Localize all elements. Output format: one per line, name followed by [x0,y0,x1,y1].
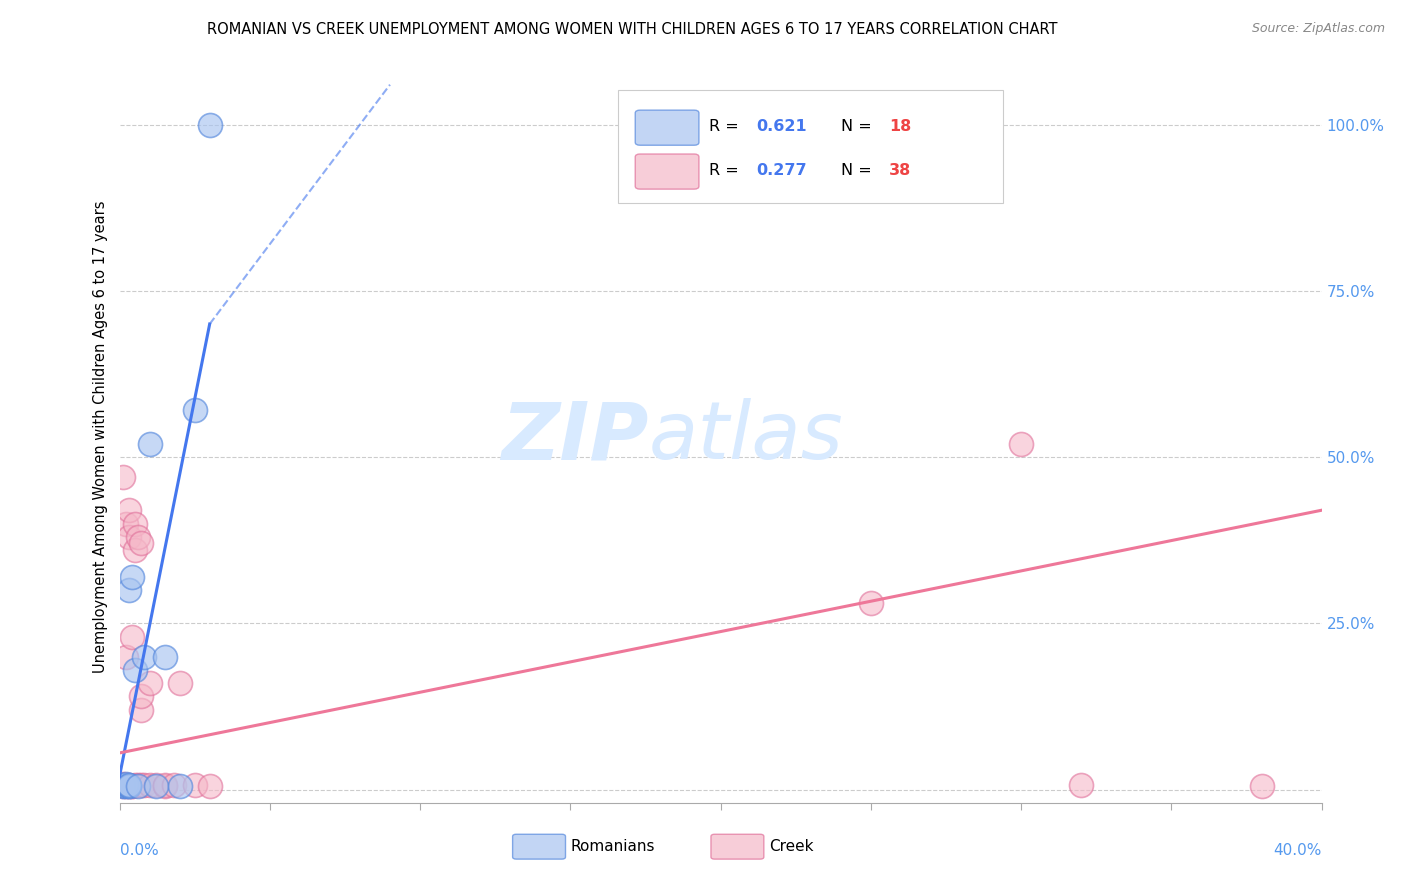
Point [145,779,167,793]
Point [121,779,143,793]
Point [132,778,155,792]
FancyBboxPatch shape [619,90,1002,203]
Point [117,778,139,792]
Point [124,663,146,677]
Point [1010,436,1032,450]
Point [153,649,176,664]
Point [138,778,160,792]
FancyBboxPatch shape [636,154,699,189]
Point [111,776,134,790]
Point [121,779,143,793]
Point [114,779,136,793]
Point [127,779,149,793]
Point [1250,779,1272,793]
Y-axis label: Unemployment Among Women with Children Ages 6 to 17 years: Unemployment Among Women with Children A… [93,201,108,673]
Point [111,778,134,792]
Point [198,118,221,132]
Point [117,530,139,544]
Point [117,503,139,517]
Point [859,596,882,610]
Point [129,703,152,717]
Point [132,649,155,664]
Point [138,436,160,450]
Point [114,777,136,791]
Text: ZIP: ZIP [501,398,648,476]
Point [121,570,143,584]
Text: 18: 18 [889,119,911,134]
Point [114,516,136,531]
Point [162,778,184,792]
Point [117,779,139,793]
Text: N =: N = [841,119,877,134]
Text: 0.277: 0.277 [756,162,807,178]
Point [127,530,149,544]
Point [111,778,134,792]
Point [114,779,136,793]
Point [124,778,146,792]
Point [198,779,221,793]
Point [117,779,139,793]
Point [183,403,205,417]
FancyBboxPatch shape [636,110,699,145]
FancyBboxPatch shape [711,834,763,859]
Point [114,778,136,792]
Text: 0.0%: 0.0% [120,843,159,858]
Point [129,536,152,550]
Point [129,690,152,704]
Point [153,778,176,792]
Point [114,649,136,664]
Text: Source: ZipAtlas.com: Source: ZipAtlas.com [1251,22,1385,36]
Text: 40.0%: 40.0% [1274,843,1322,858]
Point [117,779,139,793]
FancyBboxPatch shape [513,834,565,859]
Text: 0.621: 0.621 [756,119,807,134]
Text: 38: 38 [889,162,911,178]
Text: ROMANIAN VS CREEK UNEMPLOYMENT AMONG WOMEN WITH CHILDREN AGES 6 TO 17 YEARS CORR: ROMANIAN VS CREEK UNEMPLOYMENT AMONG WOM… [208,22,1057,37]
Point [127,778,149,792]
Point [111,779,134,793]
Point [124,516,146,531]
Point [124,543,146,558]
Text: Creek: Creek [769,839,813,855]
Text: Romanians: Romanians [571,839,655,855]
Point [117,582,139,597]
Point [145,778,167,792]
Point [1070,778,1092,792]
Point [169,676,191,690]
Point [183,778,205,792]
Point [111,470,134,484]
Text: N =: N = [841,162,877,178]
Text: atlas: atlas [648,398,844,476]
Point [138,676,160,690]
Point [117,778,139,792]
Point [111,779,134,793]
Text: R =: R = [709,119,744,134]
Text: R =: R = [709,162,744,178]
Point [129,778,152,792]
Point [153,779,176,793]
Point [169,779,191,793]
Point [121,630,143,644]
